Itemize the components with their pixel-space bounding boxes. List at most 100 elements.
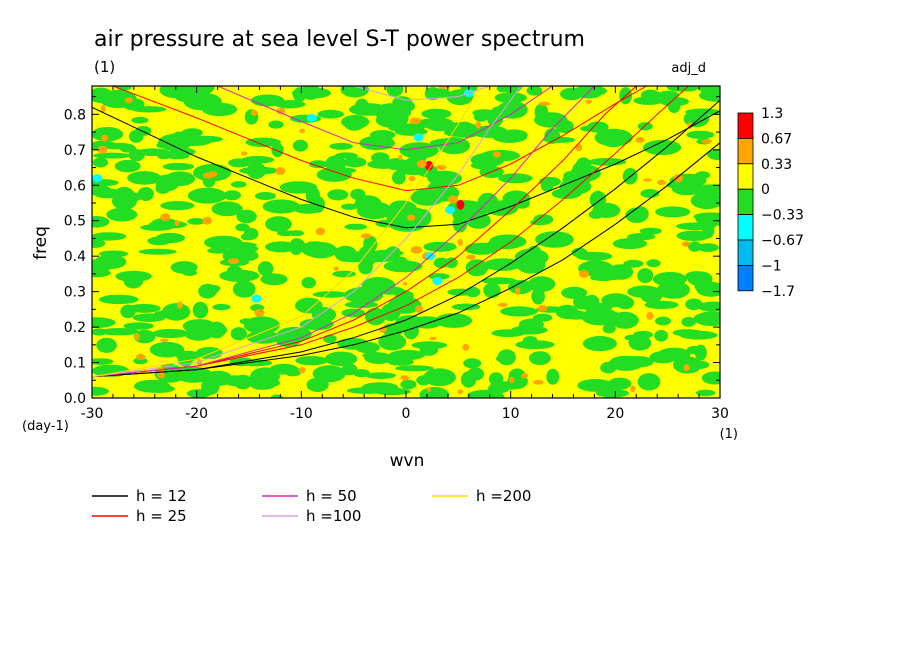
field-spot <box>202 216 213 225</box>
field-patch <box>526 86 543 96</box>
field-patch <box>445 257 458 269</box>
field-patch <box>405 157 420 165</box>
y-tick-label: 0.6 <box>64 178 86 194</box>
field-patch-orange <box>240 151 248 156</box>
field-patch <box>92 157 109 168</box>
field-patch-orange <box>101 134 109 142</box>
field-patch <box>127 303 161 313</box>
field-patch <box>160 201 195 211</box>
field-patch <box>254 192 276 200</box>
field-patch <box>386 86 404 97</box>
chart-title: air pressure at sea level S-T power spec… <box>94 27 585 52</box>
field-patch-orange <box>360 233 372 239</box>
colorbar-swatch <box>737 239 754 266</box>
y-tick-label: 0.1 <box>64 356 86 372</box>
field-patch <box>116 86 132 91</box>
field-spot <box>160 213 171 222</box>
field-patch <box>155 232 185 244</box>
field-patch <box>394 127 428 136</box>
field-patch <box>696 243 719 252</box>
field-patch <box>528 351 551 365</box>
field-patch <box>162 162 195 171</box>
field-patch <box>637 122 653 131</box>
field-patch <box>106 207 138 222</box>
dispersion-curve-wig <box>92 106 720 229</box>
field-patch <box>676 222 716 231</box>
field-patch <box>639 227 662 235</box>
colorbar-label: −1.7 <box>761 284 795 300</box>
field-patch <box>627 233 656 241</box>
field-patch <box>92 238 106 248</box>
y-tick-label: 0.4 <box>64 249 86 265</box>
field-patch <box>354 98 370 116</box>
field-patch <box>695 389 716 397</box>
field-patch <box>291 87 331 99</box>
field-patch <box>92 127 124 142</box>
field-patch <box>672 329 702 337</box>
field-patch-orange <box>134 333 140 341</box>
field-patch-orange <box>457 389 463 395</box>
field-patch <box>362 352 387 359</box>
field-patch <box>465 259 489 277</box>
field-patch <box>387 357 414 366</box>
field-patch-orange <box>521 373 528 379</box>
field-patch <box>655 206 691 218</box>
field-patch <box>427 170 462 186</box>
field-patch-orange <box>410 246 423 254</box>
field-patch <box>245 137 281 147</box>
field-patch-orange <box>683 364 690 372</box>
field-patch <box>129 129 144 143</box>
field-patches <box>92 86 720 398</box>
field-patch <box>690 192 720 210</box>
field-patch <box>602 323 616 334</box>
field-spot <box>416 160 427 168</box>
legend-label: h =200 <box>476 487 531 505</box>
field-patch <box>152 328 190 339</box>
field-patch <box>92 328 108 336</box>
field-patch <box>96 337 117 353</box>
field-patch <box>497 100 528 119</box>
field-patch-orange <box>228 258 240 264</box>
field-patch <box>92 358 114 365</box>
field-patch <box>265 216 292 232</box>
field-patch <box>693 212 720 221</box>
field-patch <box>392 170 406 185</box>
y-tick-label: 0.2 <box>64 320 86 336</box>
dispersion-curve-mrg <box>92 86 637 378</box>
colorbar-swatch <box>737 188 754 215</box>
field-patch <box>703 86 720 97</box>
field-patch <box>399 142 439 159</box>
field-patch <box>491 329 526 337</box>
field-spot <box>92 174 103 183</box>
field-patch <box>289 238 303 256</box>
field-patch <box>292 139 308 152</box>
field-patch-orange <box>643 178 652 182</box>
dispersion-curve-kelvin <box>92 142 720 378</box>
field-patch <box>295 356 329 366</box>
field-patch <box>311 307 337 323</box>
field-patch <box>681 317 696 327</box>
field-patch-orange <box>656 179 666 186</box>
field-patch <box>676 230 711 241</box>
field-patch <box>98 294 139 305</box>
field-patch <box>181 128 203 138</box>
field-patch-orange <box>426 387 432 392</box>
field-patch <box>582 336 618 352</box>
x-axis-label: wvn <box>390 451 425 471</box>
field-patch <box>466 212 491 229</box>
field-patch <box>399 319 420 329</box>
field-patch <box>199 284 219 296</box>
dispersion-curve-kelvin <box>92 86 689 378</box>
field-patch <box>308 160 328 169</box>
field-patch <box>343 157 367 168</box>
field-patch <box>623 259 644 268</box>
field-patch <box>262 199 300 214</box>
field-patch <box>274 100 306 109</box>
field-patch <box>434 313 473 328</box>
field-patch <box>497 86 523 93</box>
field-patch <box>176 135 213 146</box>
field-patch <box>577 379 614 392</box>
field-patch <box>428 115 445 131</box>
field-patch <box>288 230 305 237</box>
field-patch <box>546 368 560 385</box>
